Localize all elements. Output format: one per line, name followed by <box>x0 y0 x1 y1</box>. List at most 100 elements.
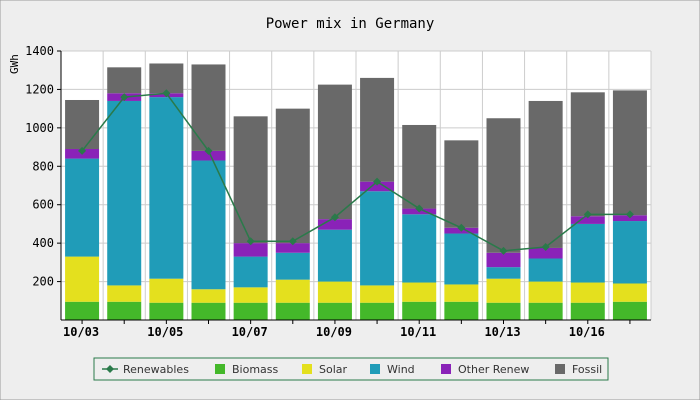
x-tick-label: 10/05 <box>147 325 183 339</box>
bar-other-renew <box>570 216 605 224</box>
bar-wind <box>612 221 647 284</box>
bar-wind <box>65 158 100 257</box>
bar-other-renew <box>528 247 563 259</box>
renewables-point <box>583 210 592 219</box>
renewables-point <box>499 246 508 255</box>
bar-fossil <box>570 92 605 217</box>
bar-wind <box>275 252 310 280</box>
y-tick-label: 400 <box>32 236 54 250</box>
bar-wind <box>149 97 184 279</box>
bar-wind <box>486 267 521 279</box>
bar-fossil <box>402 124 437 209</box>
legend: Renewables Biomass Solar Wind Other Renew Fos… <box>93 357 609 381</box>
bar-wind <box>317 229 352 282</box>
y-tick-label: 1200 <box>25 82 54 96</box>
legend-label: Other Renew <box>458 363 529 376</box>
renewables-point <box>78 146 87 155</box>
renewables-point <box>457 223 466 232</box>
bar-solar <box>149 278 184 303</box>
bar-solar <box>612 283 647 302</box>
renewables-polyline <box>81 92 630 252</box>
bar-solar <box>65 256 100 302</box>
bar-wind <box>570 223 605 283</box>
bar-fossil <box>360 77 395 182</box>
bar-biomass <box>444 301 479 320</box>
renewables-line <box>78 89 634 255</box>
bar-biomass <box>486 302 521 320</box>
legend-swatch <box>441 364 451 374</box>
bar-wind <box>191 160 226 290</box>
bar-fossil <box>107 67 142 94</box>
bar-biomass <box>233 302 268 320</box>
bar-fossil <box>444 140 479 228</box>
renewables-point <box>246 237 255 246</box>
bar-fossil <box>149 63 184 94</box>
bar-biomass <box>191 302 226 320</box>
legend-marker <box>106 365 114 373</box>
x-tick-label: 10/03 <box>63 325 99 339</box>
renewables-point <box>288 237 297 246</box>
bar-fossil <box>191 64 226 151</box>
bar-biomass <box>528 302 563 320</box>
bar-other-renew <box>191 150 226 161</box>
x-tick-label: 10/13 <box>484 325 520 339</box>
bar-solar <box>402 282 437 302</box>
bar-fossil <box>65 99 100 149</box>
bar-solar <box>191 289 226 303</box>
bar-biomass <box>360 302 395 320</box>
legend-swatch <box>215 364 225 374</box>
bar-fossil <box>528 100 563 248</box>
bar-other-renew <box>486 252 521 268</box>
bar-biomass <box>275 302 310 320</box>
renewables-point <box>162 89 171 98</box>
bar-biomass <box>65 301 100 320</box>
bar-solar <box>317 281 352 303</box>
bar-biomass <box>107 301 142 320</box>
renewables-point <box>204 146 213 155</box>
bar-wind <box>444 233 479 285</box>
y-tick-label: 600 <box>32 198 54 212</box>
bars <box>65 63 647 320</box>
bar-solar <box>486 278 521 303</box>
bar-biomass <box>402 301 437 320</box>
bar-fossil <box>275 108 310 244</box>
legend-label: Renewables <box>123 363 189 376</box>
renewables-point <box>541 242 550 251</box>
bar-solar <box>107 285 142 302</box>
legend-label: Solar <box>319 363 348 376</box>
legend-label: Fossil <box>572 363 602 376</box>
bar-biomass <box>570 302 605 320</box>
bar-wind <box>402 214 437 283</box>
x-tick-label: 10/11 <box>400 325 436 339</box>
bar-fossil <box>486 118 521 253</box>
bar-other-renew <box>317 219 352 230</box>
y-axis-label: GWh <box>8 54 21 74</box>
renewables-point <box>415 204 424 213</box>
legend-box <box>93 357 609 381</box>
bar-solar <box>444 284 479 302</box>
legend-label: Wind <box>387 363 415 376</box>
bar-solar <box>528 281 563 303</box>
x-tick-label: 10/09 <box>316 325 352 339</box>
legend-swatch <box>370 364 380 374</box>
renewables-point <box>625 210 634 219</box>
bar-wind <box>233 256 268 288</box>
renewables-point <box>330 213 339 222</box>
legend-swatch <box>555 364 565 374</box>
bar-solar <box>275 279 310 303</box>
y-tick-label: 800 <box>32 159 54 173</box>
bar-solar <box>233 287 268 303</box>
bar-solar <box>570 282 605 303</box>
legend-label: Biomass <box>232 363 279 376</box>
axes: 200 400 600 800 1000 1200 1400 10/03 10/05 10/07 1… <box>25 44 651 339</box>
y-tick-label: 1000 <box>25 121 54 135</box>
bar-wind <box>360 191 395 286</box>
bar-biomass <box>612 301 647 320</box>
x-tick-label: 10/07 <box>232 325 268 339</box>
bar-solar <box>360 285 395 303</box>
chart-title: Power mix in Germany <box>266 16 435 32</box>
bar-fossil <box>317 84 352 220</box>
bar-other-renew <box>275 243 310 253</box>
bar-fossil <box>612 90 647 216</box>
